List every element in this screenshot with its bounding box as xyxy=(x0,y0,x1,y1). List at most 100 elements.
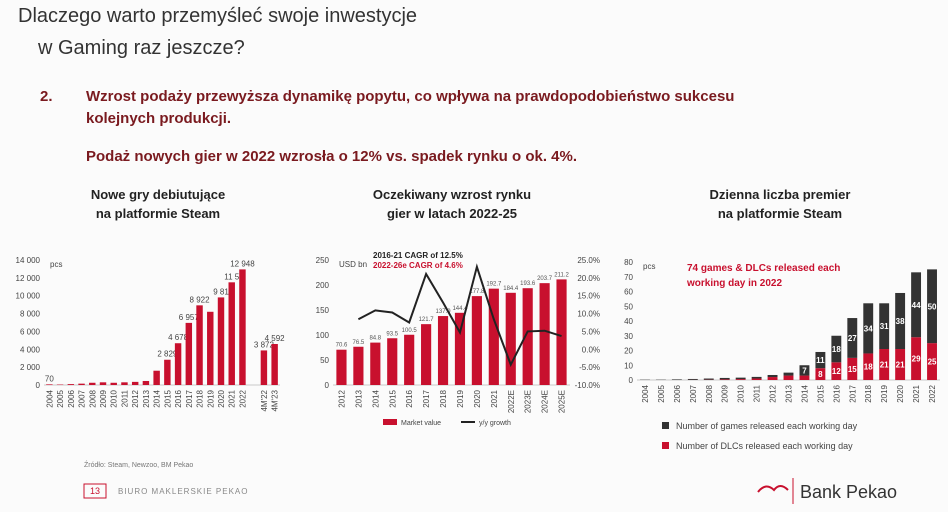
x-tick-label: 2007 xyxy=(689,384,698,402)
x-tick-label: 2020 xyxy=(473,389,482,407)
x-tick-label: 2008 xyxy=(705,384,714,402)
source: Źródło: Steam, Newzoo, BM Pekao xyxy=(84,460,193,469)
bar-segment xyxy=(863,353,874,380)
y-tick-label: 60 xyxy=(624,288,633,297)
data-label: 9 81 xyxy=(213,287,229,296)
x-tick-label: 2024E xyxy=(541,390,550,413)
logo: Bank Pekao xyxy=(800,482,897,502)
x-tick-label: 2012 xyxy=(337,389,346,407)
y2-tick-label: 20.0% xyxy=(577,274,600,283)
chart-title: na platformie Steam xyxy=(718,206,842,221)
bar xyxy=(185,322,193,385)
x-tick-label: 2004 xyxy=(641,384,650,402)
data-label: 8 xyxy=(818,370,823,379)
y2-tick-label: 25.0% xyxy=(577,256,600,265)
y-tick-label: 200 xyxy=(316,281,330,290)
legend-swatch xyxy=(383,419,397,425)
x-tick-label: 2018 xyxy=(196,389,205,407)
y-tick-label: 50 xyxy=(320,356,329,365)
page-number: 13 xyxy=(90,486,100,496)
x-tick-label: 2021 xyxy=(490,389,499,407)
y-tick-label: 100 xyxy=(316,331,330,340)
data-label: 15 xyxy=(848,365,857,374)
bar xyxy=(260,350,268,385)
bar-segment xyxy=(815,368,826,380)
bar xyxy=(271,344,278,385)
bar xyxy=(99,382,107,385)
legend-swatch xyxy=(662,442,669,449)
data-label: 177.8 xyxy=(469,289,485,295)
data-label: 76.5 xyxy=(353,340,365,346)
page-box xyxy=(83,483,107,499)
y-tick-label: 20 xyxy=(624,347,633,356)
data-label: 8 922 xyxy=(190,295,211,304)
x-tick-label: 2010 xyxy=(737,384,746,402)
data-label: 2 829 xyxy=(157,350,178,359)
x-tick-label: 2010 xyxy=(110,389,119,407)
x-tick-label: 2013 xyxy=(142,389,151,407)
data-label: 44 xyxy=(912,301,921,310)
data-label: 31 xyxy=(880,322,889,331)
bar xyxy=(196,305,203,385)
data-label: 4 592 xyxy=(265,334,286,343)
y2-tick-label: 5.0% xyxy=(582,327,600,336)
y2-tick-label: 0.0% xyxy=(582,345,600,354)
x-tick-label: 2004 xyxy=(45,389,54,407)
x-tick-label: 2005 xyxy=(56,389,65,407)
bar-segment xyxy=(703,378,714,380)
bar xyxy=(110,382,117,385)
bar-segment xyxy=(927,343,937,380)
chart-title: Nowe gry debiutujące xyxy=(91,187,225,202)
y-tick-label: 30 xyxy=(624,332,633,341)
point-number: 2. xyxy=(40,88,53,105)
annotation: 2016-21 CAGR of 12.5% xyxy=(373,251,463,260)
x-tick-label: 2012 xyxy=(769,384,778,402)
y-tick-label: 40 xyxy=(624,317,633,326)
data-label: 21 xyxy=(880,361,889,370)
bar-segment xyxy=(783,372,794,376)
highlight: Podaż nowych gier w 2022 wzrosła o 12% v… xyxy=(86,148,577,165)
x-tick-label: 2025E xyxy=(558,390,567,413)
bar xyxy=(556,279,567,385)
x-tick-label: 2022 xyxy=(928,384,937,402)
bar xyxy=(421,324,432,385)
x-tick-label: 2021 xyxy=(228,389,237,407)
bar-segment xyxy=(799,365,810,376)
bar xyxy=(522,288,533,385)
data-label: 18 xyxy=(864,363,873,372)
data-label: 193.6 xyxy=(520,281,536,287)
bar xyxy=(437,316,449,385)
legend-label: Number of games released each working da… xyxy=(676,421,858,431)
bar-segment xyxy=(831,335,842,363)
x-tick-label: 2005 xyxy=(657,384,666,402)
bar-segment xyxy=(895,349,906,380)
bar-segment xyxy=(799,375,810,380)
x-tick-label: 2014 xyxy=(153,389,162,407)
bar-segment xyxy=(847,318,858,358)
y-axis-unit: pcs xyxy=(50,260,62,269)
data-label: 70 xyxy=(45,374,54,383)
bar xyxy=(228,282,235,385)
data-label: 137.9 xyxy=(436,309,452,315)
x-tick-label: 2019 xyxy=(206,389,215,407)
data-label: 4 678 xyxy=(168,333,189,342)
y2-tick-label: 10.0% xyxy=(577,310,600,319)
y-tick-label: 150 xyxy=(316,306,330,315)
bar xyxy=(488,288,499,385)
bar-segment xyxy=(895,292,906,350)
y-tick-label: 2 000 xyxy=(20,363,41,372)
y-tick-label: 250 xyxy=(316,256,330,265)
x-tick-label: 2015 xyxy=(163,389,172,407)
legend-label: y/y growth xyxy=(479,420,511,427)
x-tick-label: 2017 xyxy=(848,384,857,402)
x-tick-label: 2014 xyxy=(371,389,380,407)
bar-segment xyxy=(719,377,730,380)
bar xyxy=(217,297,225,385)
data-label: 27 xyxy=(848,334,857,343)
y-tick-label: 70 xyxy=(624,273,633,282)
bar xyxy=(539,283,550,385)
point-text: Wzrost podaży przewyższa dynamikę popytu… xyxy=(86,88,734,105)
x-tick-label: 2016 xyxy=(174,389,183,407)
